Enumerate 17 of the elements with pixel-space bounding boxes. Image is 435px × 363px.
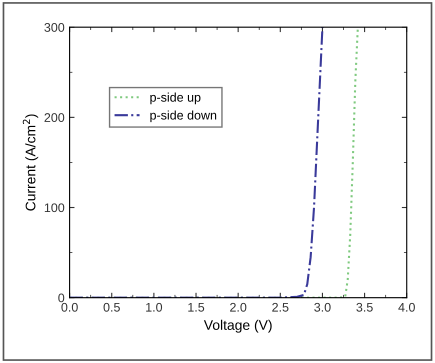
legend-label: p-side up — [150, 92, 200, 104]
x-tick-label: 1.5 — [188, 302, 204, 312]
x-tick-label: 2.0 — [230, 302, 246, 312]
y-axis-title: Current (A/cm$^{2}$) — [22, 114, 38, 211]
x-axis-title: Voltage (V) — [204, 320, 272, 333]
y-tick-label: 100 — [44, 203, 64, 212]
x-tick-label: 2.5 — [272, 302, 288, 312]
legend-label: p-side down — [150, 110, 216, 122]
x-tick-label: 1.0 — [146, 302, 162, 312]
x-tick-label: 4.0 — [398, 302, 415, 312]
y-tick-label: 0 — [58, 293, 64, 302]
x-tick-label: 0.5 — [104, 302, 120, 312]
y-tick-label: 200 — [44, 113, 64, 122]
x-tick-label: 3.0 — [314, 302, 331, 312]
x-tick-label: 0.0 — [61, 302, 78, 312]
y-tick-label: 300 — [44, 23, 64, 32]
x-tick-label: 3.5 — [356, 302, 373, 312]
